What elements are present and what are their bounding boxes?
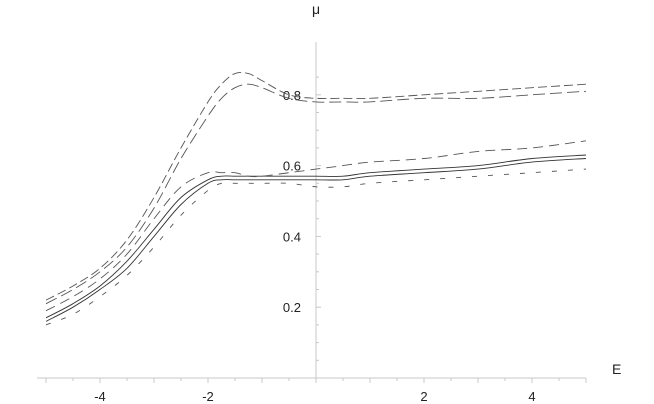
- y-tick-label: 0.4: [283, 229, 301, 244]
- curves: [45, 72, 587, 326]
- y-tick-label: 0.2: [283, 300, 301, 315]
- x-tick-label: -2: [202, 389, 214, 404]
- x-tick-label: -4: [94, 389, 106, 404]
- y-tick-label: 0.6: [283, 159, 301, 174]
- ticks: -4 -2 2 40.20.40.60.8: [45, 76, 587, 404]
- series-line-2: [45, 83, 587, 305]
- series-line-4: [45, 158, 587, 322]
- x-tick-label: 4: [528, 389, 535, 404]
- y-axis-top-mark: μ: [312, 1, 320, 17]
- x-tick-label: 2: [420, 389, 427, 404]
- series-line-5: [45, 140, 587, 312]
- series-line-1: [45, 72, 587, 301]
- axes: μ E: [37, 1, 621, 379]
- x-axis-title: E: [612, 361, 621, 377]
